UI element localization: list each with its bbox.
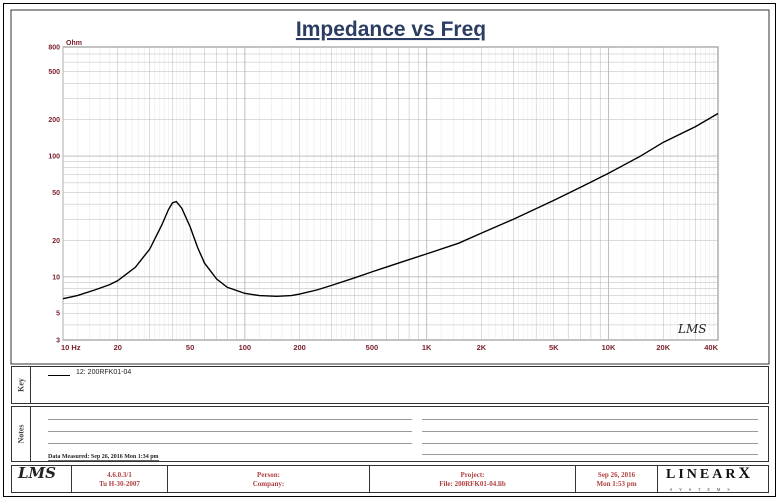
footer-person-cell: Person: Company: [168, 466, 370, 492]
y-tick-label: 200 [48, 117, 60, 124]
note-line [422, 419, 758, 420]
footer-logo-cell: LMS [12, 466, 72, 492]
footer-brand-cell: LINEARX S Y S T E M S [658, 465, 768, 493]
y-tick-label: 5 [56, 311, 60, 318]
key-line-swatch [48, 375, 70, 376]
chart-title: Impedance vs Freq [296, 18, 486, 41]
lms-logo: LMS [18, 464, 56, 482]
linearx-subtitle: S Y S T E M S [670, 487, 733, 492]
note-line [48, 431, 412, 432]
notes-side-label: Notes [12, 407, 31, 461]
x-tick-label: 100 [239, 343, 252, 352]
x-tick-label: 20K [656, 343, 670, 352]
project-file: File: 200RFK01-04.lib [439, 480, 506, 488]
x-tick-label: 10K [602, 343, 616, 352]
note-line [48, 443, 412, 444]
y-tick-label: 500 [48, 69, 60, 76]
chart-panel-border [10, 9, 770, 365]
y-tick-label: 10 [52, 274, 60, 281]
y-tick-label: 800 [48, 45, 60, 52]
y-tick-label: 50 [52, 190, 60, 197]
note-line [422, 431, 758, 432]
plot-area [62, 46, 719, 341]
x-tick-label: 500 [366, 343, 379, 352]
linearx-logo: LINEARX [666, 465, 754, 482]
footer-time: Mon 1:53 pm [596, 480, 637, 488]
x-tick-label: 5K [549, 343, 559, 352]
note-line [422, 454, 758, 455]
key-section: Key 12: 200RFK01-04 [11, 366, 769, 404]
company-label: Company: [252, 480, 285, 488]
project-label: Project: [460, 471, 485, 479]
footer-bar: LMS 4.6.0.3/1 Tu H-30-2007 Person: Compa… [11, 465, 769, 493]
y-tick-label: 20 [52, 238, 60, 245]
x-tick-label: 20 [114, 343, 122, 352]
x-tick-label: 10 Hz [61, 343, 81, 352]
notes-section: Notes Data Measured: Sep 26, 2016 Mon 1:… [11, 406, 769, 462]
x-tick-label: 1K [422, 343, 432, 352]
x-tick-label: 2K [477, 343, 487, 352]
x-tick-label: 50 [186, 343, 194, 352]
y-tick-label: 3 [56, 338, 60, 345]
lms-watermark: LMS [677, 322, 706, 336]
key-side-label: Key [12, 367, 31, 403]
footer-version-cell: 4.6.0.3/1 Tu H-30-2007 [72, 466, 168, 492]
key-entry-label: 12: 200RFK01-04 [76, 369, 132, 376]
note-line [48, 419, 412, 420]
software-version: 4.6.0.3/1 [107, 471, 132, 479]
date-measured: Data Measured: Sep 26, 2016 Mon 1:34 pm [48, 454, 159, 461]
software-version-date: Tu H-30-2007 [99, 480, 140, 488]
y-axis-unit-label: Ohm [66, 40, 82, 47]
footer-project-cell: Project: File: 200RFK01-04.lib [370, 466, 576, 492]
note-line [422, 443, 758, 444]
footer-date: Sep 26, 2016 [597, 471, 636, 479]
y-tick-label: 100 [48, 154, 60, 161]
impedance-series-line [62, 112, 719, 300]
footer-date-cell: Sep 26, 2016 Mon 1:53 pm [576, 466, 658, 492]
x-tick-label: 40K [704, 343, 718, 352]
x-tick-label: 200 [293, 343, 306, 352]
person-label: Person: [257, 471, 280, 479]
